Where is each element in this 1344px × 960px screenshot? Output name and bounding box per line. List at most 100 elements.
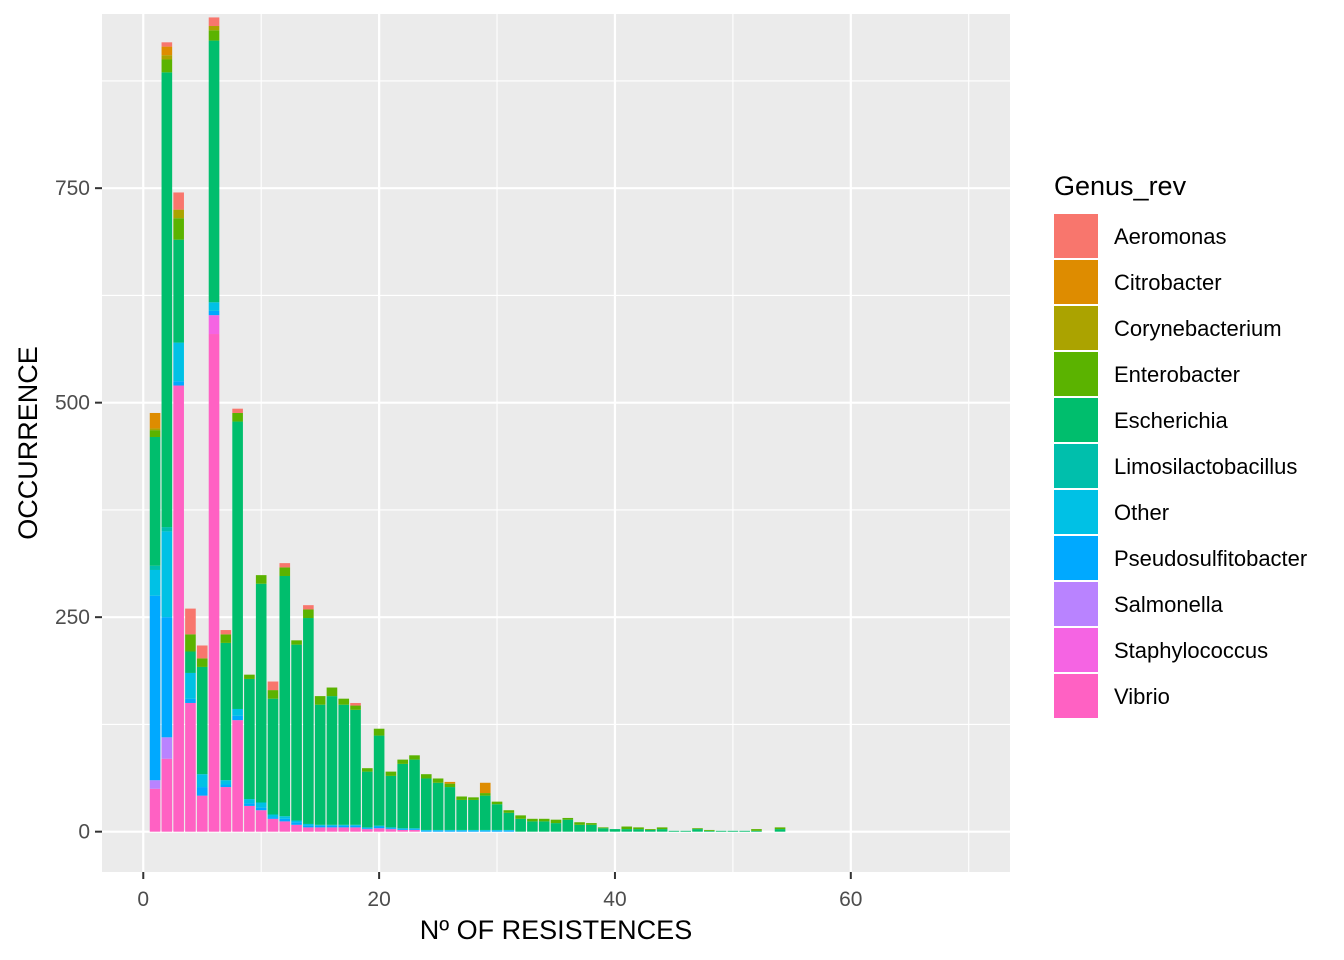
bar-segment	[420, 829, 432, 831]
bar-segment	[503, 812, 515, 830]
bar-segment	[279, 563, 291, 568]
bar-segment	[149, 428, 161, 431]
legend-label: Salmonella	[1114, 592, 1224, 617]
bar-segment	[609, 829, 621, 832]
bar-segment	[244, 805, 255, 832]
bar-segment	[350, 827, 361, 832]
bar-segment	[326, 696, 338, 825]
bar-segment	[350, 824, 361, 826]
bar-segment	[432, 830, 444, 832]
bar-segment	[303, 605, 314, 610]
bar-segment	[267, 818, 279, 832]
bar-segment	[185, 702, 196, 832]
bar-segment	[314, 827, 326, 832]
legend-label: Citrobacter	[1114, 270, 1222, 295]
legend-label: Corynebacterium	[1114, 316, 1282, 341]
bar-segment	[703, 829, 715, 831]
bar-segment	[338, 824, 350, 826]
bar-segment	[232, 408, 243, 413]
bar-segment	[574, 824, 585, 832]
bar-segment	[161, 55, 173, 60]
bar-segment	[161, 531, 173, 618]
y-tick-label: 500	[55, 392, 90, 415]
bar-segment	[385, 771, 397, 776]
bar-segment	[373, 828, 385, 832]
bar-segment	[220, 634, 232, 643]
bar-segment	[173, 209, 184, 219]
bar-segment	[232, 715, 243, 721]
bar-segment	[515, 818, 526, 832]
x-tick-label: 20	[367, 888, 390, 911]
bar-segment	[586, 824, 597, 832]
bar-segment	[432, 782, 444, 830]
bar-segment	[645, 829, 656, 830]
bar-segment	[255, 802, 267, 808]
bar-segment	[208, 26, 220, 31]
bar-segment	[173, 218, 184, 240]
bar-segment	[491, 801, 503, 805]
bar-segment	[503, 810, 515, 813]
bar-segment	[550, 819, 562, 824]
bar-segment	[149, 436, 161, 566]
bar-segment	[149, 569, 161, 596]
bar-segment	[527, 821, 538, 832]
bar-segment	[173, 342, 184, 382]
bar-segment	[774, 827, 786, 830]
legend-key	[1054, 674, 1098, 718]
legend-key	[1054, 398, 1098, 442]
bar-segment	[303, 618, 314, 824]
bar-segment	[703, 830, 715, 832]
bar-segment	[161, 617, 173, 738]
bar-segment	[267, 698, 279, 815]
legend-label: Staphylococcus	[1114, 638, 1268, 663]
bar-segment	[149, 780, 161, 789]
bar-segment	[350, 705, 361, 710]
legend-title: Genus_rev	[1054, 171, 1187, 201]
bar-segment	[491, 829, 503, 831]
bar-segment	[208, 40, 220, 303]
bar-segment	[385, 827, 397, 829]
legend-key	[1054, 490, 1098, 534]
bar-segment	[208, 30, 220, 41]
bar-segment	[409, 829, 420, 832]
bar-segment	[314, 704, 326, 825]
x-tick-label: 0	[137, 888, 149, 911]
bar-segment	[515, 815, 526, 819]
legend-label: Enterobacter	[1114, 362, 1240, 387]
bar-segment	[373, 728, 385, 736]
bar-segment	[362, 827, 373, 829]
bar-segment	[196, 774, 208, 788]
x-tick-label: 60	[839, 888, 862, 911]
bar-segment	[479, 830, 491, 832]
bar-segment	[279, 821, 291, 832]
bar-segment	[656, 829, 668, 832]
bar-segment	[196, 666, 208, 775]
bar-segment	[444, 781, 456, 784]
bar-segment	[326, 824, 338, 826]
bar-segment	[751, 829, 762, 831]
legend: Genus_rev Aeromonas Citrobacter Corynebact…	[1054, 171, 1307, 718]
bar-segment	[456, 796, 467, 800]
bar-segment	[397, 829, 409, 830]
bar-segment	[338, 698, 350, 705]
bar-segment	[479, 795, 491, 830]
bar-segment	[244, 803, 255, 806]
bar-segment	[774, 829, 786, 832]
bar-segment	[161, 72, 173, 528]
bar-segment	[232, 421, 243, 709]
bar-segment	[397, 829, 409, 832]
bar-segment	[444, 829, 456, 831]
y-tick-label: 750	[55, 177, 90, 200]
legend-label: Escherichia	[1114, 408, 1228, 433]
bar-segment	[409, 755, 420, 760]
bar-segment	[397, 828, 409, 830]
bar-segment	[173, 385, 184, 832]
bar-segment	[739, 830, 750, 832]
bar-segment	[196, 645, 208, 659]
bar-segment	[291, 824, 302, 832]
bar-segment	[244, 799, 255, 804]
bar-segment	[303, 823, 314, 826]
bar-segment	[362, 768, 373, 772]
bar-segment	[503, 829, 515, 831]
bar-segment	[373, 825, 385, 827]
